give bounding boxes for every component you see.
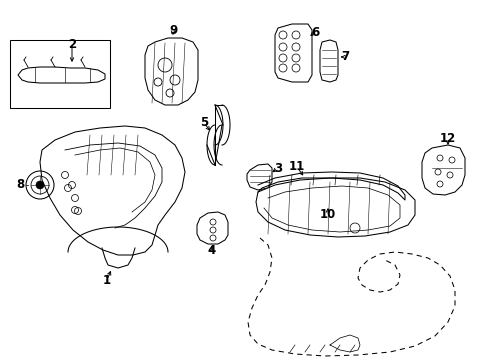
Text: 10: 10 xyxy=(320,208,336,221)
Polygon shape xyxy=(145,38,198,105)
Polygon shape xyxy=(40,126,185,255)
Polygon shape xyxy=(18,67,105,83)
Polygon shape xyxy=(197,212,228,244)
Text: 11: 11 xyxy=(289,161,305,174)
Text: 1: 1 xyxy=(103,274,111,287)
Polygon shape xyxy=(256,178,415,237)
Polygon shape xyxy=(320,40,338,82)
Text: 2: 2 xyxy=(68,37,76,50)
Polygon shape xyxy=(422,145,465,195)
Text: 7: 7 xyxy=(341,50,349,63)
Text: 3: 3 xyxy=(274,162,282,175)
Circle shape xyxy=(36,181,44,189)
Polygon shape xyxy=(275,24,312,82)
Text: 4: 4 xyxy=(208,243,216,256)
Text: 6: 6 xyxy=(311,26,319,39)
Bar xyxy=(10,40,110,108)
Text: 5: 5 xyxy=(200,117,208,130)
Text: 12: 12 xyxy=(440,131,456,144)
Polygon shape xyxy=(247,164,272,190)
Text: 9: 9 xyxy=(169,23,177,36)
Text: 8: 8 xyxy=(16,179,24,192)
